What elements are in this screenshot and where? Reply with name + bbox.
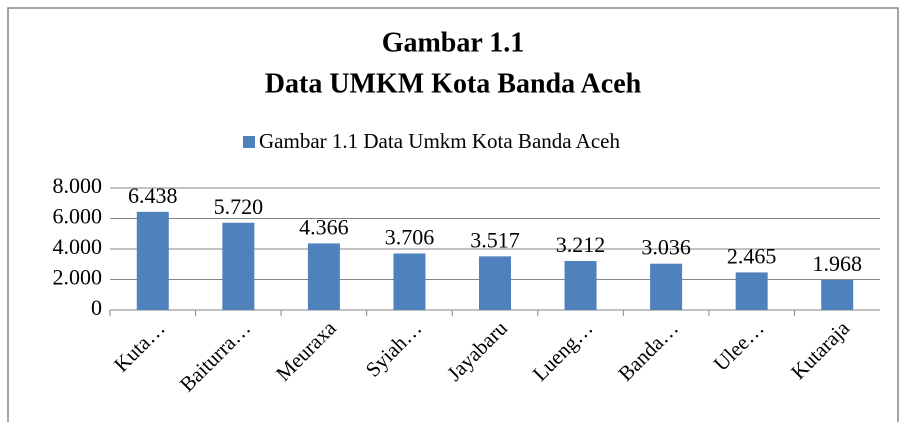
- bar: [564, 261, 597, 310]
- y-tick-label: 4.000: [53, 234, 103, 259]
- legend-label: Gambar 1.1 Data Umkm Kota Banda Aceh: [259, 129, 620, 153]
- data-label: 3.517: [470, 227, 520, 252]
- bar: [222, 222, 255, 310]
- data-label: 3.212: [556, 232, 606, 257]
- bar: [821, 279, 854, 310]
- data-label: 2.465: [727, 243, 777, 268]
- data-label: 5.720: [214, 194, 264, 219]
- bar: [136, 211, 169, 310]
- chart-subtitle: Data UMKM Kota Banda Aceh: [265, 68, 642, 99]
- y-tick-label: 2.000: [53, 265, 103, 290]
- data-label: 4.366: [299, 214, 349, 239]
- bar: [393, 253, 426, 310]
- data-label: 6.438: [128, 183, 178, 208]
- data-label: 3.706: [385, 225, 435, 250]
- legend-swatch: [243, 136, 255, 148]
- y-tick-label: 0: [91, 295, 102, 320]
- y-tick-label: 8.000: [53, 173, 103, 198]
- chart-title: Gambar 1.1: [382, 27, 525, 58]
- data-label: 1.968: [812, 251, 862, 276]
- bar: [307, 243, 340, 310]
- bar: [650, 263, 683, 310]
- bar: [735, 272, 768, 310]
- y-tick-label: 6.000: [53, 204, 103, 229]
- bar: [479, 256, 511, 310]
- data-label: 3.036: [641, 235, 691, 260]
